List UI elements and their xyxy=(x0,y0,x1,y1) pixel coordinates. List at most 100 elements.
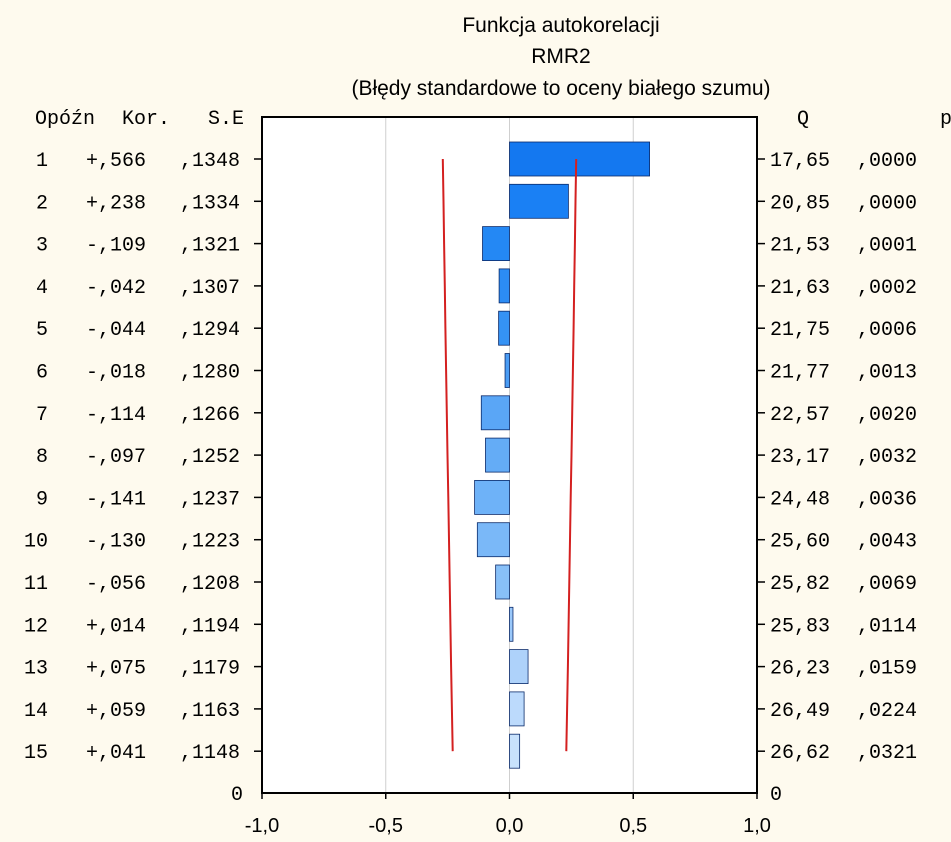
x-tick-label: 0,5 xyxy=(619,815,647,837)
q-label: 21,75 xyxy=(770,319,830,342)
corr-label: -,042 xyxy=(86,277,146,300)
corr-label: +,014 xyxy=(86,615,146,638)
bars xyxy=(474,141,650,769)
tick-marks xyxy=(254,158,765,799)
se-label: ,1334 xyxy=(180,192,240,215)
corr-label: -,141 xyxy=(86,488,146,511)
acf-bar xyxy=(509,691,525,727)
lag-label: 2 xyxy=(36,192,48,215)
se-label: ,1280 xyxy=(180,362,240,385)
lower-limit-line xyxy=(441,158,454,752)
lag-label: 3 xyxy=(36,235,48,258)
lag-label: 12 xyxy=(24,615,48,638)
corr-label: +,075 xyxy=(86,658,146,681)
p-label: ,0321 xyxy=(857,742,917,765)
x-tick-label: -0,5 xyxy=(369,815,403,837)
q-label: 21,63 xyxy=(770,277,830,300)
acf-bar xyxy=(498,268,510,304)
lag-label: 4 xyxy=(36,277,48,300)
corr-label: -,097 xyxy=(86,446,146,469)
header-p: p xyxy=(940,108,951,131)
lag-label: 11 xyxy=(24,573,48,596)
chart-subtitle: RMR2 xyxy=(531,45,591,68)
x-tick-labels: -1,0 -0,5 0,0 0,5 1,0 xyxy=(245,815,771,837)
acf-bar xyxy=(495,564,510,600)
p-label: ,0020 xyxy=(857,404,917,427)
x-tick-label: -1,0 xyxy=(245,815,279,837)
p-label: ,0000 xyxy=(857,150,917,173)
header-lag: Opóźn xyxy=(35,108,95,131)
lag-label: 15 xyxy=(24,742,48,765)
corr-label: -,044 xyxy=(86,319,146,342)
lag-label: 1 xyxy=(36,150,48,173)
se-label: ,1179 xyxy=(180,658,240,681)
corr-label: +,238 xyxy=(86,192,146,215)
p-label: ,0159 xyxy=(857,658,917,681)
q-label: 22,57 xyxy=(770,404,830,427)
p-label: ,0036 xyxy=(857,488,917,511)
p-label: ,0013 xyxy=(857,362,917,385)
acf-bar xyxy=(509,733,521,769)
q-label: 23,17 xyxy=(770,446,830,469)
acf-bar xyxy=(480,395,510,431)
se-label: ,1194 xyxy=(180,615,240,638)
chart-title: Funkcja autokorelacji xyxy=(462,14,659,37)
p-label: ,0032 xyxy=(857,446,917,469)
header-se: S.E xyxy=(208,108,244,131)
lag-label: 5 xyxy=(36,319,48,342)
corr-label: +,041 xyxy=(86,742,146,765)
se-label: ,1237 xyxy=(180,488,240,511)
q-label: 21,53 xyxy=(770,235,830,258)
lag-label: 9 xyxy=(36,488,48,511)
lag-label: 10 xyxy=(24,531,48,554)
acf-bar xyxy=(476,522,510,558)
zero-label-right: 0 xyxy=(770,784,782,807)
confidence-limits xyxy=(441,158,578,752)
p-label: ,0114 xyxy=(857,615,917,638)
se-label: ,1321 xyxy=(180,235,240,258)
acf-bar xyxy=(509,183,569,219)
p-label: ,0043 xyxy=(857,531,917,554)
p-label: ,0002 xyxy=(857,277,917,300)
lag-label: 14 xyxy=(24,700,48,723)
corr-label: -,018 xyxy=(86,362,146,385)
q-label: 21,77 xyxy=(770,362,830,385)
q-label: 20,85 xyxy=(770,192,830,215)
p-label: ,0006 xyxy=(857,319,917,342)
upper-limit-line xyxy=(565,158,578,752)
corr-label: -,056 xyxy=(86,573,146,596)
x-tick-label: 1,0 xyxy=(743,815,771,837)
acf-bar xyxy=(474,479,510,515)
row-labels: 1 +,566 ,1348 17,65 ,0000 2 +,238 ,1334 20,85 ,00… xyxy=(24,150,917,765)
se-label: ,1252 xyxy=(180,446,240,469)
corr-label: +,566 xyxy=(86,150,146,173)
corr-label: -,114 xyxy=(86,404,146,427)
q-label: 25,60 xyxy=(770,531,830,554)
acf-bar xyxy=(485,437,510,473)
se-label: ,1294 xyxy=(180,319,240,342)
q-label: 25,82 xyxy=(770,573,830,596)
zero-label-left: 0 xyxy=(231,784,243,807)
header-q: Q xyxy=(797,108,809,131)
acf-bar xyxy=(482,226,510,262)
acf-bar xyxy=(498,310,510,346)
acf-bar xyxy=(509,606,514,642)
acf-bar xyxy=(504,353,510,388)
corr-label: -,130 xyxy=(86,531,146,554)
q-label: 17,65 xyxy=(770,150,830,173)
acf-bar xyxy=(509,141,650,177)
se-label: ,1223 xyxy=(180,531,240,554)
corr-label: +,059 xyxy=(86,700,146,723)
q-label: 26,23 xyxy=(770,658,830,681)
acf-bar xyxy=(509,649,529,684)
se-label: ,1148 xyxy=(180,742,240,765)
p-label: ,0069 xyxy=(857,573,917,596)
p-label: ,0000 xyxy=(857,192,917,215)
q-label: 24,48 xyxy=(770,488,830,511)
se-label: ,1163 xyxy=(180,700,240,723)
lag-label: 7 xyxy=(36,404,48,427)
lag-label: 13 xyxy=(24,658,48,681)
x-tick-label: 0,0 xyxy=(496,815,524,837)
chart-subtitle-2: (Błędy standardowe to oceny białego szum… xyxy=(351,77,770,100)
